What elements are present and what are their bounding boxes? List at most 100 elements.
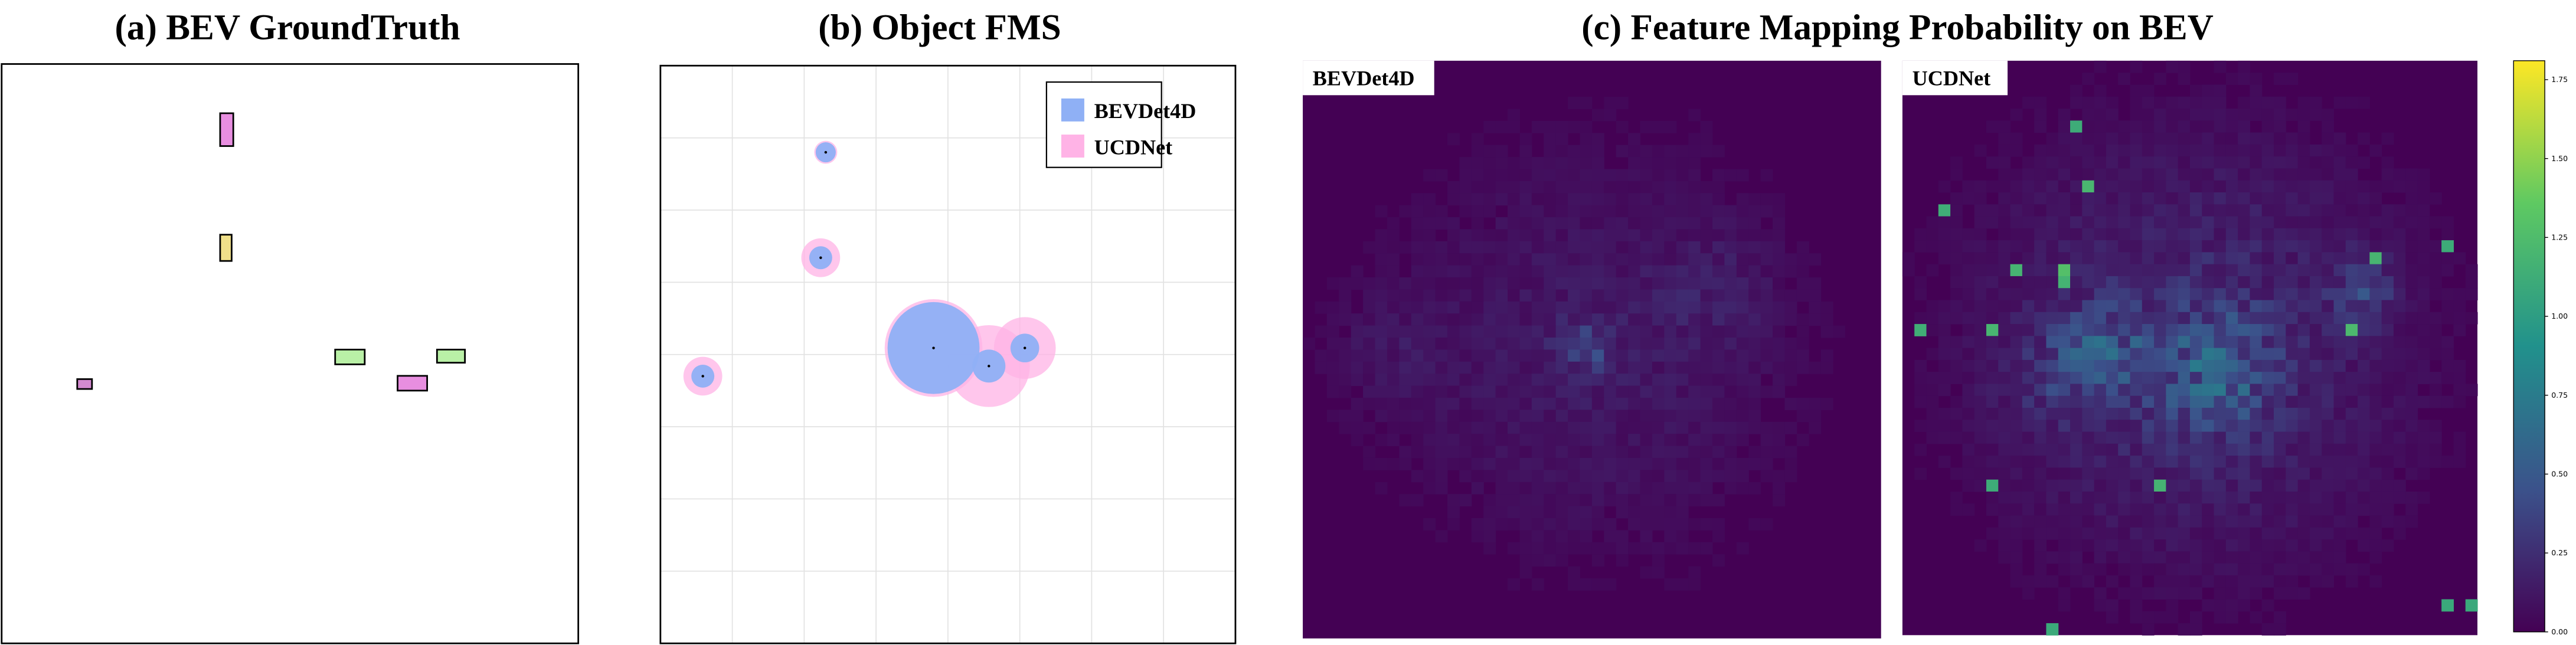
- heatmap-cell: [1724, 410, 1737, 423]
- heatmap-cell: [1974, 144, 1987, 157]
- heatmap-cell: [1604, 265, 1617, 278]
- heatmap-cell: [1423, 241, 1436, 254]
- heatmap-cell: [1938, 408, 1951, 420]
- heatmap-cell: [1483, 385, 1496, 398]
- heatmap-cell: [2381, 372, 2394, 385]
- heatmap-cell: [2154, 288, 2166, 301]
- heatmap-cell: [1423, 193, 1436, 206]
- heatmap-cell: [2286, 180, 2299, 193]
- heatmap-cell: [1411, 193, 1424, 206]
- heatmap-cell: [2369, 180, 2382, 193]
- heatmap-cell: [2010, 503, 2023, 516]
- heatmap-cell: [2225, 479, 2238, 492]
- heatmap-cell: [2046, 456, 2059, 468]
- heatmap-cell: [2238, 527, 2250, 540]
- colorbar-tick-label: 0.00: [2551, 627, 2568, 636]
- heatmap-cell: [2058, 443, 2071, 456]
- heatmap-cell: [2405, 420, 2418, 433]
- heatmap-cell: [1914, 395, 1927, 408]
- heatmap-cell: [1760, 289, 1773, 302]
- heatmap-cell: [2333, 503, 2346, 516]
- heatmap-cell: [1471, 277, 1484, 290]
- heatmap-cell: [2214, 491, 2227, 504]
- heatmap-cell: [1519, 530, 1532, 543]
- heatmap-cell: [2453, 431, 2466, 444]
- heatmap-cell: [1700, 446, 1713, 459]
- heatmap-cell: [1531, 253, 1544, 266]
- heatmap-cell: [1676, 301, 1689, 314]
- heatmap-cell: [2189, 192, 2202, 205]
- heatmap-cell: [1950, 264, 1963, 277]
- heatmap-cell: [2166, 324, 2179, 336]
- heatmap-cell: [1652, 217, 1665, 230]
- heatmap-cell: [2142, 252, 2155, 265]
- heatmap-cell: [2358, 324, 2370, 336]
- heatmap-cell: [1688, 457, 1701, 470]
- heatmap-cell: [1568, 446, 1581, 459]
- heatmap-cell: [2286, 587, 2299, 600]
- heatmap-cell: [1652, 313, 1665, 326]
- heatmap-cell: [2225, 443, 2238, 456]
- heatmap-cell: [2118, 479, 2131, 492]
- heatmap-cell: [2286, 359, 2299, 372]
- heatmap-cell: [1531, 578, 1544, 591]
- heatmap-cell: [2142, 563, 2155, 576]
- heatmap-cell: [1640, 313, 1653, 326]
- heatmap-cell: [2405, 276, 2418, 289]
- heatmap-cell: [2274, 168, 2286, 181]
- heatmap-cell: [2130, 467, 2143, 480]
- heatmap-cell: [2250, 420, 2263, 433]
- heatmap-cell: [2369, 515, 2382, 528]
- heatmap-cell: [2333, 240, 2346, 253]
- heatmap-cell: [1591, 145, 1604, 158]
- heatmap-cell: [2142, 551, 2155, 564]
- heatmap-cell: [2106, 276, 2119, 289]
- heatmap-cell: [1914, 228, 1927, 241]
- heatmap-cell: [1616, 289, 1629, 302]
- heatmap-cell: [2333, 324, 2346, 336]
- heatmap-cell: [1712, 337, 1725, 350]
- heatmap-cell: [1688, 446, 1701, 459]
- heatmap-cell: [2250, 240, 2263, 253]
- heatmap-cell: [1974, 312, 1987, 325]
- heatmap-cell: [2058, 180, 2071, 193]
- heatmap-cell: [2178, 515, 2191, 528]
- heatmap-cell: [1688, 482, 1701, 495]
- heatmap-cell: [1495, 181, 1508, 194]
- heatmap-cell: [1688, 410, 1701, 423]
- heatmap-cell: [2358, 300, 2370, 313]
- heatmap-cell: [1495, 193, 1508, 206]
- heatmap-cell: [1495, 277, 1508, 290]
- heatmap-cell: [2250, 372, 2263, 385]
- heatmap-cell: [2381, 515, 2394, 528]
- heatmap-cell: [1616, 457, 1629, 470]
- heatmap-cell: [1974, 420, 1987, 433]
- heatmap-cell: [1760, 421, 1773, 434]
- heatmap-cell: [2082, 228, 2095, 241]
- heatmap-cell: [1580, 506, 1593, 519]
- heatmap-cell: [2322, 312, 2335, 325]
- heatmap-cell: [1508, 120, 1520, 133]
- heatmap-cell: [1664, 181, 1677, 194]
- heatmap-cell: [2094, 408, 2107, 420]
- heatmap-cell: [1580, 181, 1593, 194]
- heatmap-cell: [1399, 421, 1412, 434]
- heatmap-cell: [1604, 325, 1617, 338]
- heatmap-cell: [1568, 97, 1581, 110]
- heatmap-cell: [2106, 575, 2119, 588]
- heatmap-cell: [1459, 289, 1472, 302]
- heatmap-cell: [2274, 395, 2286, 408]
- heatmap-cell: [1471, 374, 1484, 387]
- heatmap-cell: [1700, 301, 1713, 314]
- heatmap-cell: [1998, 192, 2011, 205]
- heatmap-cell: [1447, 385, 1460, 398]
- heatmap-cell: [1471, 457, 1484, 470]
- heatmap-cell: [2274, 336, 2286, 349]
- heatmap-cell: [1676, 457, 1689, 470]
- heatmap-cell: [1423, 265, 1436, 278]
- heatmap-cell: [2082, 503, 2095, 516]
- heatmap-cell: [1640, 410, 1653, 423]
- heatmap-cell: [1519, 361, 1532, 374]
- heatmap-cell: [2166, 611, 2179, 624]
- heatmap-cell: [2238, 288, 2250, 301]
